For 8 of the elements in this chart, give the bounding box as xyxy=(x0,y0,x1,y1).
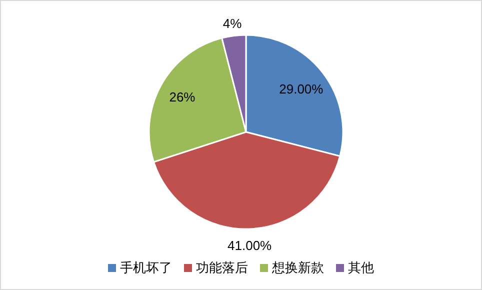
data-label: 26% xyxy=(169,89,196,104)
legend-label: 其他 xyxy=(348,259,374,277)
data-label: 29.00% xyxy=(279,82,324,97)
data-label: 4% xyxy=(222,16,242,31)
legend-label: 功能落后 xyxy=(196,259,248,277)
data-label: 41.00% xyxy=(228,238,272,253)
legend-label: 手机坏了 xyxy=(120,259,172,277)
legend-label: 想换新款 xyxy=(272,259,324,277)
